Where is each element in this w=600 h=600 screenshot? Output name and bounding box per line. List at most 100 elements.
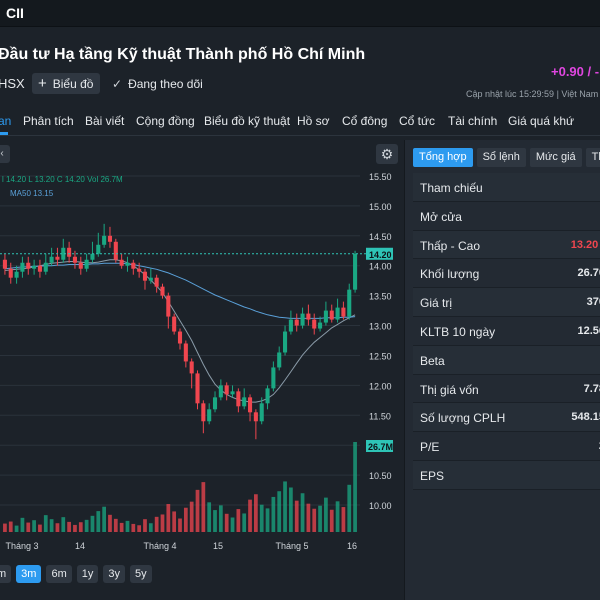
range-3m[interactable]: 3m xyxy=(16,565,42,583)
summary-row-value: 7.78 xyxy=(583,382,600,395)
volume-bar xyxy=(341,507,346,532)
summary-row-value: 548.15 xyxy=(571,411,600,424)
y-tick-label: 10.00 xyxy=(369,501,392,511)
candlestick-chart[interactable]: 15.50 15.00 14.50 14.00 13.50 13.00 12.50 12.00… xyxy=(0,140,403,560)
tab-technical-chart[interactable]: Biểu đồ kỹ thuật xyxy=(204,114,291,128)
y-tick-label: 15.00 xyxy=(369,202,392,212)
candle-body xyxy=(347,289,352,317)
summary-row-label: Khối lượng xyxy=(420,267,480,282)
candle-body xyxy=(166,295,171,317)
tab-price-levels[interactable]: Mức giá xyxy=(529,148,582,167)
volume-bar xyxy=(230,517,235,532)
range-6m[interactable]: 6m xyxy=(46,565,72,583)
tab-dividends[interactable]: Cổ tức xyxy=(399,114,436,128)
volume-bar xyxy=(259,504,264,532)
candle-body xyxy=(253,412,258,422)
main-nav: an Phân tích Bài viết Cộng đồng Biểu đồ … xyxy=(0,108,600,136)
chart-button[interactable]: + Biểu đồ xyxy=(32,73,100,94)
summary-row: Số lượng CPLH 548.15 xyxy=(413,403,600,433)
tab-overview[interactable]: an xyxy=(0,114,12,128)
volume-bar xyxy=(43,515,48,532)
tab-shareholders[interactable]: Cổ đông xyxy=(342,114,388,128)
volume-bar xyxy=(318,505,322,532)
tab-analysis[interactable]: Phân tích xyxy=(23,114,74,128)
candle-body xyxy=(137,268,142,272)
range-1m[interactable]: m xyxy=(0,565,12,583)
volume-bar xyxy=(324,497,328,532)
volume-bar xyxy=(254,494,258,532)
range-5y[interactable]: 5y xyxy=(129,565,152,583)
volume-bar xyxy=(201,482,206,532)
gear-icon[interactable]: ⚙ xyxy=(376,144,398,164)
tab-community[interactable]: Cộng đồng xyxy=(136,114,195,128)
volume-bar xyxy=(248,499,252,532)
candle-body xyxy=(335,307,340,320)
candle-body xyxy=(195,373,200,404)
candle-body xyxy=(265,388,270,404)
tab-stats[interactable]: Thố xyxy=(585,148,600,167)
chevron-left-icon[interactable]: ‹ xyxy=(0,145,10,163)
x-tick-label: Tháng 5 xyxy=(275,541,308,551)
volume-bar xyxy=(154,516,159,532)
y-tick-label: 14.50 xyxy=(369,232,392,242)
summary-row-label: Thị giá vốn xyxy=(420,382,479,397)
candle-body xyxy=(277,352,282,368)
candle-body xyxy=(189,361,194,374)
summary-row-value: 12.56 xyxy=(577,324,600,337)
candle-body xyxy=(207,409,212,422)
candle-body xyxy=(236,391,241,407)
summary-row-value: 370 xyxy=(586,296,600,309)
candle-body xyxy=(55,256,60,260)
candle-body xyxy=(90,253,95,260)
tab-financials[interactable]: Tài chính xyxy=(448,114,498,128)
volume-bar xyxy=(236,509,241,532)
plus-icon: + xyxy=(38,75,47,92)
follow-button[interactable]: ✓ Đang theo dõi xyxy=(112,77,203,91)
y-tick-label: 10.50 xyxy=(369,471,392,481)
range-3y[interactable]: 3y xyxy=(103,565,125,583)
volume-bar xyxy=(73,524,77,532)
candle-body xyxy=(172,316,177,332)
x-tick-label: Tháng 4 xyxy=(143,541,176,551)
volume-bar xyxy=(178,518,182,532)
volume-bar xyxy=(14,525,19,532)
range-1y[interactable]: 1y xyxy=(76,565,99,583)
volume-bar xyxy=(3,523,7,532)
candle-body xyxy=(259,403,264,422)
volume-bar xyxy=(113,518,118,532)
follow-label: Đang theo dõi xyxy=(128,77,203,91)
last-price-tag xyxy=(366,247,393,260)
candle-body xyxy=(96,244,101,254)
volume-bar xyxy=(20,517,25,532)
candle-body xyxy=(218,385,223,398)
tab-articles[interactable]: Bài viết xyxy=(85,114,125,128)
candle-body xyxy=(49,256,54,263)
tab-profile[interactable]: Hồ sơ xyxy=(297,114,330,128)
candle-body xyxy=(283,331,288,353)
summary-panel: Tổng hợp Sổ lệnh Mức giá Thố Tham chiếu M… xyxy=(404,140,600,600)
volume-bar xyxy=(183,507,188,532)
volume-bar xyxy=(8,521,13,532)
tab-price-history[interactable]: Giá quá khứ xyxy=(508,114,575,128)
candle-body xyxy=(142,271,148,281)
volume-bar xyxy=(137,525,142,532)
tab-order-book[interactable]: Sổ lệnh xyxy=(476,148,526,167)
range-selector: m 3m 6m 1y 3y 5y xyxy=(0,565,152,585)
volume-bar xyxy=(172,511,177,532)
volume-bar xyxy=(353,442,357,532)
candle-body xyxy=(26,262,31,269)
tab-summary[interactable]: Tổng hợp xyxy=(413,148,473,167)
volume-bar xyxy=(335,501,340,532)
x-tick-label: 14 xyxy=(75,541,85,551)
volume-bar xyxy=(84,519,89,532)
candle-body xyxy=(154,277,159,287)
summary-tabs: Tổng hợp Sổ lệnh Mức giá Thố xyxy=(413,148,600,167)
candle-body xyxy=(353,253,358,290)
ohlc-legend: l 14.20 L 13.20 C 14.20 Vol 26.7M xyxy=(2,175,123,184)
x-tick-label: 16 xyxy=(347,541,357,551)
volume-bar xyxy=(242,513,247,532)
candle-body xyxy=(247,397,253,413)
volume-bar xyxy=(108,514,112,532)
summary-row: Thấp - Cao 13.20 - xyxy=(413,230,600,260)
chart-button-label: Biểu đồ xyxy=(52,76,94,91)
